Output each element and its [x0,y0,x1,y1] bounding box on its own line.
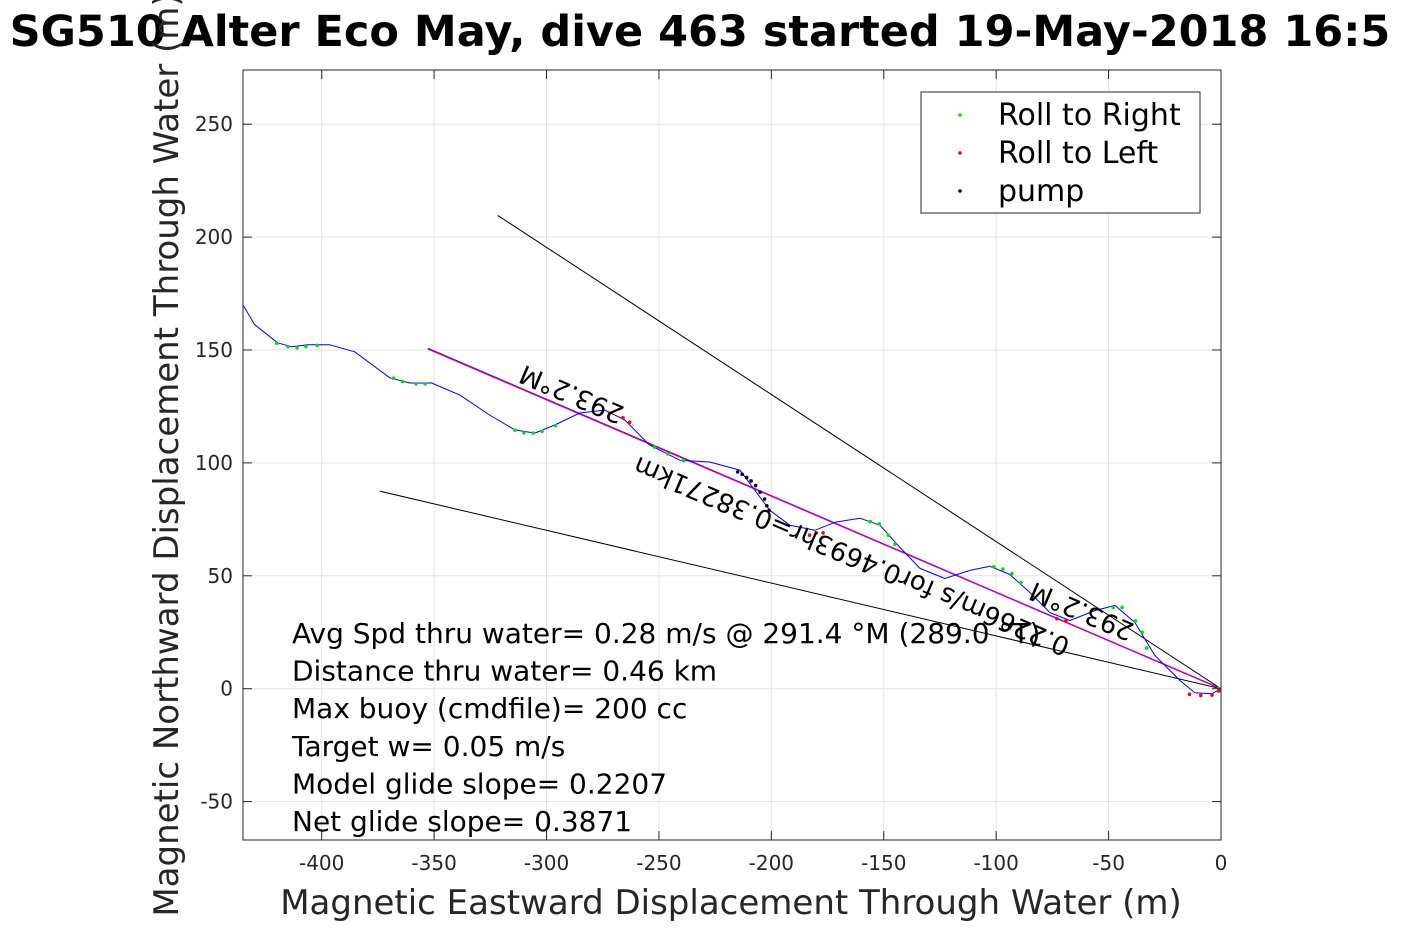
roll-right-point [652,445,657,449]
y-axis-label: Magnetic Northward Displacement Through … [147,0,187,917]
roll-right-point [286,344,290,349]
roll-left-point [627,420,632,425]
roll-right-point [423,382,427,386]
stats-text: Avg Spd thru water= 0.28 m/s @ 291.4 °M … [291,617,1040,838]
legend-roll-right: Roll to Right [998,98,1181,133]
legend-roll-left: Roll to Left [998,136,1158,171]
roll-left-point [607,411,612,416]
roll-right-point [1111,605,1115,610]
x-tick-label: -150 [861,851,906,875]
ticks: -400 -350 -300 -250 -200 -150 -100 -50 0 -50 0 50 10… [195,70,1228,875]
y-tick-label: 100 [195,451,233,475]
x-tick-label: -100 [973,851,1018,875]
stats-line: Net glide slope= 0.3871 [292,805,632,838]
roll-right-point [1001,567,1005,571]
roll-left-point [1187,692,1192,697]
stats-line: Target w= 0.05 m/s [291,730,565,763]
stats-line: Distance thru water= 0.46 km [292,655,717,688]
reference-lines [379,215,1221,690]
roll-left-point [1210,693,1214,697]
x-tick-label: -400 [299,851,344,875]
x-tick-label: -200 [749,851,794,875]
y-tick-label: 150 [195,338,233,362]
roll-left-point [1055,616,1059,621]
roll-right-point [391,376,396,381]
roll-right-point [531,431,535,435]
roll-left-point [1198,693,1203,698]
y-tick-label: 250 [195,112,233,136]
roll-right-point [868,519,873,524]
roll-right-point [540,429,544,434]
roll-right-point [1120,605,1124,610]
roll-right-point [274,341,279,346]
roll-right-point [1145,646,1149,650]
legend-pump-marker [958,189,962,193]
x-tick-label: 0 [1215,851,1228,875]
y-tick-label: 200 [195,225,233,249]
x-tick-label: -300 [524,851,569,875]
roll-right-point [315,343,319,348]
roll-right-point [1019,580,1023,585]
markers-group [274,341,1221,698]
roll-left-point [807,533,812,537]
roll-right-point [414,382,418,386]
roll-right-point [522,431,526,435]
roll-right-point [1133,619,1138,623]
pump-point [758,490,762,495]
roll-right-point [893,542,897,546]
pump-point [740,472,744,476]
roll-right-point [681,458,686,463]
legend-roll-left-marker [958,151,962,155]
chart-title: SG510 Alter Eco May, dive 463 started 19… [10,7,1391,57]
pump-point [735,470,740,474]
roll-right-point [295,345,299,350]
pump-point [762,497,767,501]
roll-left-point [621,415,625,420]
pump-point [753,483,758,488]
pump-point [765,504,769,508]
pump-point [767,508,771,513]
roll-right-point [1140,630,1145,635]
legend-box [920,91,1201,214]
reference-line [497,215,1221,690]
stats-line: Model glide slope= 0.2207 [292,767,667,800]
legend: Roll to Right Roll to Left pump [920,91,1201,214]
roll-left-point [821,531,825,535]
roll-right-point [513,428,517,432]
stats-line: Avg Spd thru water= 0.28 m/s @ 291.4 °M … [292,617,1040,650]
roll-right-point [666,452,670,456]
pump-point [749,479,753,483]
roll-right-point [992,564,996,569]
roll-right-point [877,522,882,526]
x-tick-label: -350 [411,851,456,875]
roll-right-point [304,344,308,349]
y-tick-label: 50 [208,564,233,588]
net-track-line [427,348,1221,690]
y-tick-label: 0 [220,677,233,701]
legend-pump: pump [998,174,1084,209]
x-axis-label: Magnetic Eastward Displacement Through W… [280,883,1182,923]
roll-right-point [1010,571,1014,576]
roll-right-point [886,533,891,537]
roll-left-point [1064,619,1068,623]
reference-line [379,490,1221,690]
x-tick-label: -50 [1092,851,1125,875]
roll-left-point [1216,689,1221,693]
legend-roll-right-marker [958,113,962,117]
stats-line: Max buoy (cmdfile)= 200 cc [292,692,687,725]
roll-left-point [814,531,819,535]
roll-right-point [553,423,558,428]
x-tick-label: -250 [636,851,681,875]
axes-box [242,69,1222,841]
roll-right-point [400,379,405,384]
y-tick-label: -50 [200,790,233,814]
pump-point [744,475,749,480]
